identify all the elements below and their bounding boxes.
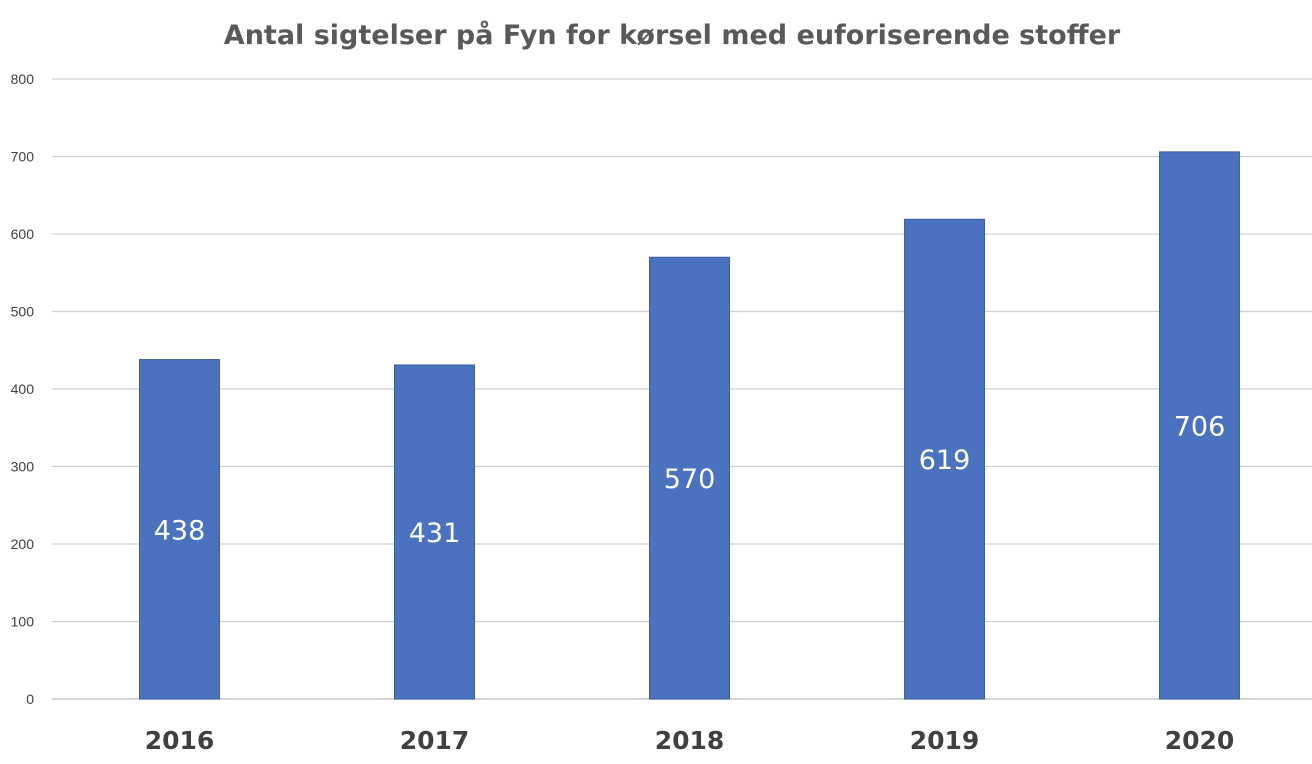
data-label-2016: 438 (154, 515, 206, 546)
x-tick-label-2020: 2020 (1165, 726, 1235, 755)
y-tick-label: 0 (26, 691, 34, 707)
x-tick-label-2019: 2019 (910, 726, 980, 755)
bar-2018 (649, 256, 730, 700)
y-tick-label: 300 (11, 459, 35, 475)
bar-2016 (139, 359, 220, 700)
y-tick-label: 700 (11, 149, 35, 165)
x-tick-label-2017: 2017 (400, 726, 470, 755)
y-tick-label: 400 (11, 381, 35, 397)
x-tick-label-2018: 2018 (655, 726, 725, 755)
x-tick-label-2016: 2016 (145, 726, 215, 755)
data-label-2018: 570 (664, 464, 716, 495)
bar-2019 (904, 218, 985, 700)
data-label-2019: 619 (919, 445, 971, 476)
chart-title: Antal sigtelser på Fyn for kørsel med eu… (224, 19, 1121, 51)
data-label-2017: 431 (409, 518, 461, 549)
y-tick-label: 800 (11, 71, 35, 87)
y-tick-label: 100 (11, 614, 35, 630)
bars (139, 151, 1240, 700)
data-labels: 438 431 570 619 706 (154, 411, 1226, 549)
y-tick-label: 600 (11, 226, 35, 242)
y-tick-label: 500 (11, 304, 35, 320)
bar-2017 (394, 364, 475, 700)
y-tick-label: 200 (11, 536, 35, 552)
data-label-2020: 706 (1174, 411, 1226, 442)
bar-2020 (1159, 151, 1240, 700)
y-axis-tick-labels: 0 100 200 300 400 500 600 700 800 (11, 71, 35, 707)
x-axis-tick-labels: 2016 2017 2018 2019 2020 (145, 726, 1235, 755)
